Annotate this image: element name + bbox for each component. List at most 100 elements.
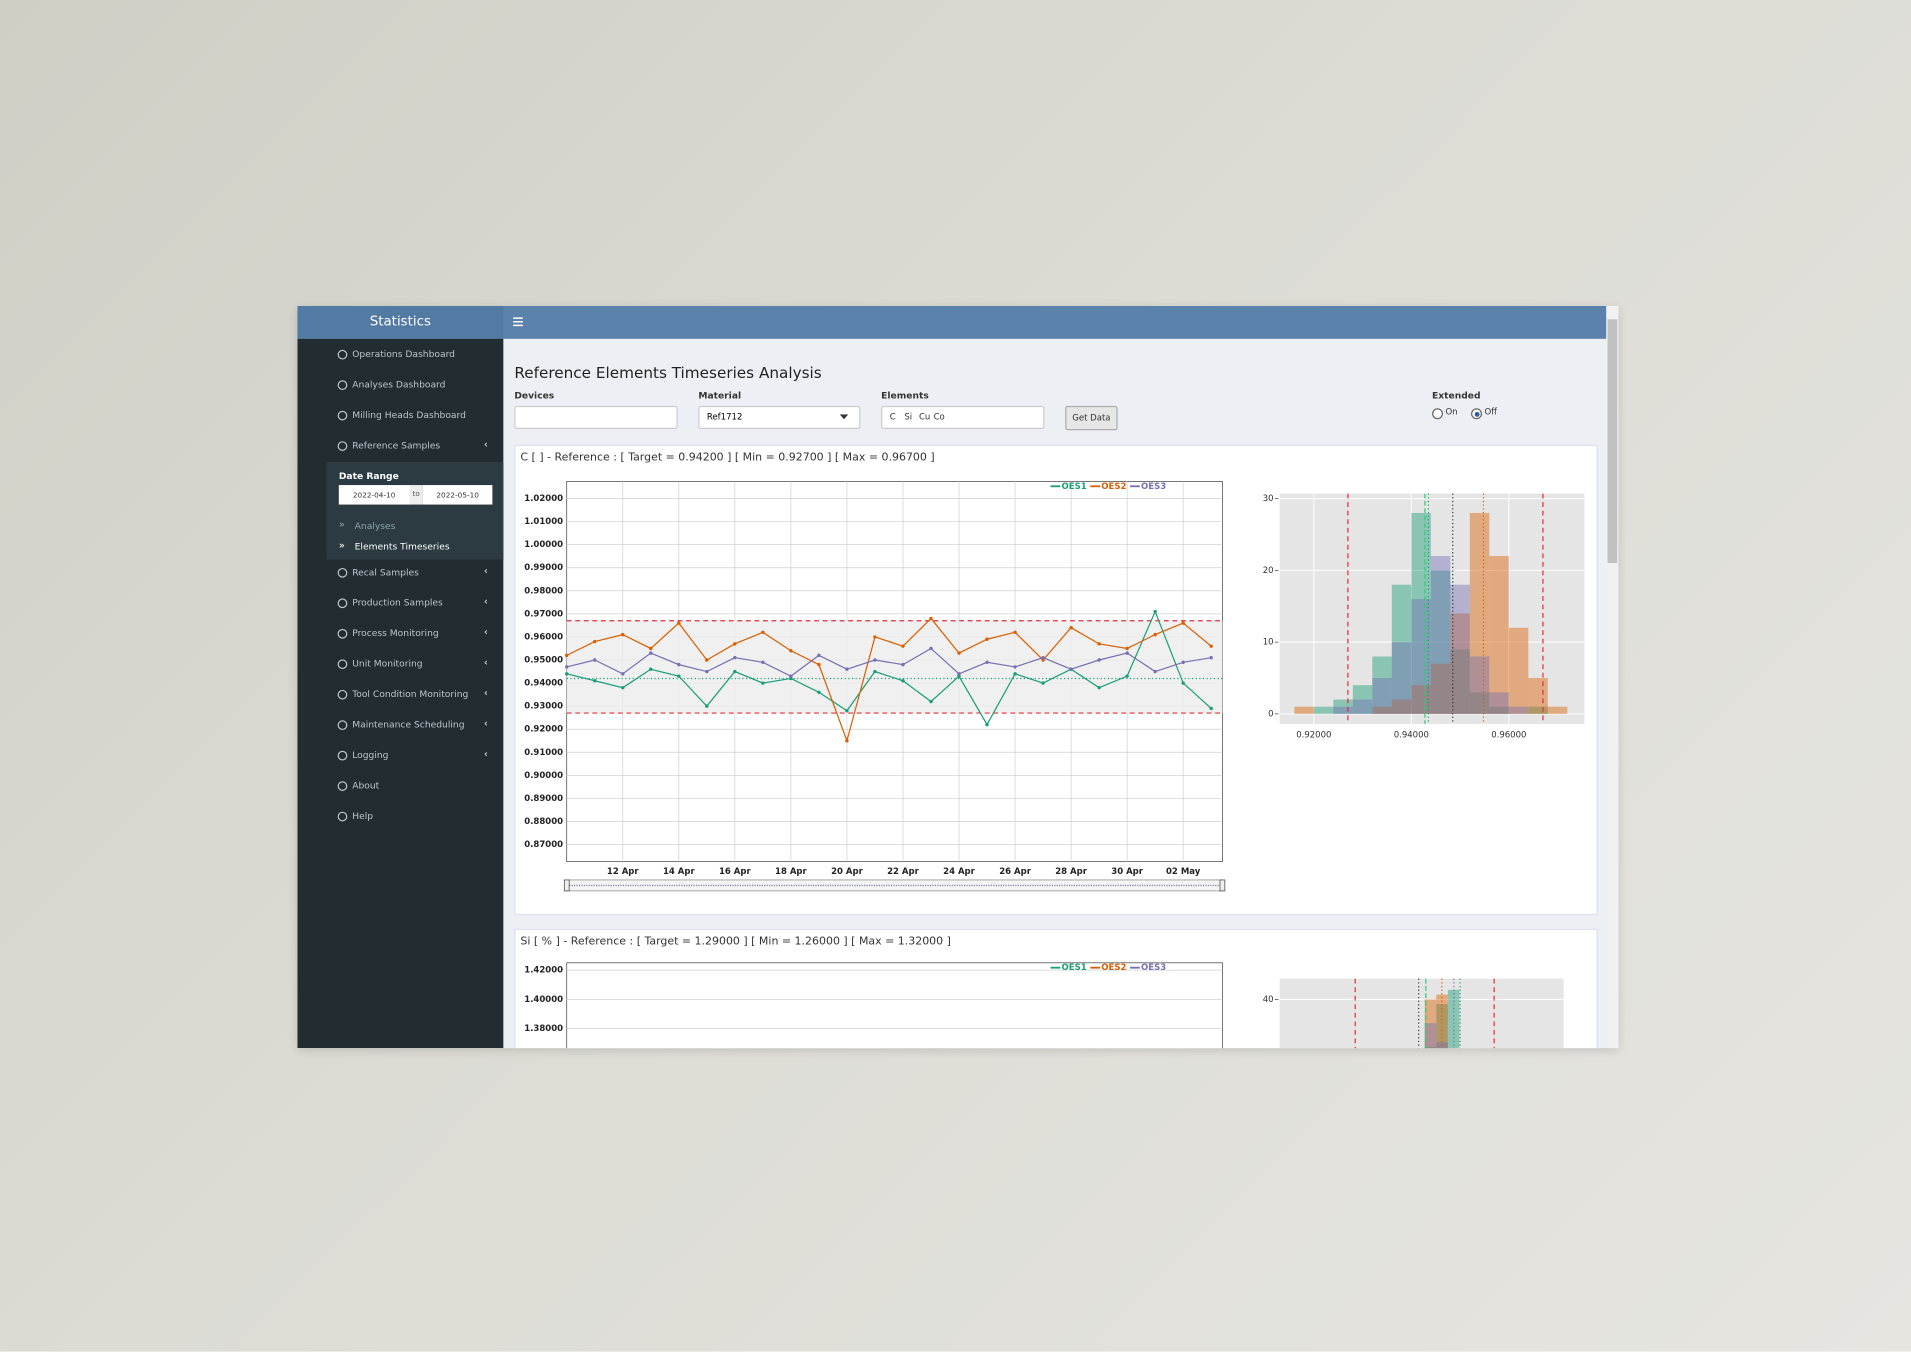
y-tick-label: 1.02000 <box>524 494 563 504</box>
sidebar <box>297 338 504 1049</box>
chevron: ‹ <box>483 656 488 668</box>
charts: 0.87000 0.88000 0.89000 0.90000 0.91000 0.920… <box>524 481 1585 1049</box>
y-tick-label: 0 <box>1268 709 1273 719</box>
plot-area <box>1279 978 1564 1049</box>
element-tag[interactable]: C <box>889 411 896 422</box>
hist-bar <box>1430 570 1451 714</box>
point <box>1125 651 1129 655</box>
hist-bar <box>1508 627 1529 714</box>
point <box>985 637 989 641</box>
menu-item[interactable]: Process Monitoring <box>352 627 439 639</box>
legend-label: OES3 <box>1141 482 1166 492</box>
field-label: Devices <box>514 390 555 401</box>
point <box>649 651 653 655</box>
y-tick-label: 0.92000 <box>524 725 563 735</box>
x-tick-label: 20 Apr <box>831 867 864 877</box>
y-tick-label: 1.42000 <box>524 966 563 976</box>
submenu-item[interactable]: Elements Timeseries <box>354 541 450 553</box>
menu-item[interactable]: Analyses Dashboard <box>352 379 446 390</box>
material-select[interactable]: Ref1712 <box>698 405 861 429</box>
slider-handle[interactable] <box>563 879 570 892</box>
menu-item[interactable]: Unit Monitoring <box>352 658 423 670</box>
menu-item[interactable]: Logging <box>352 749 389 761</box>
radio-dot <box>1474 411 1479 417</box>
hist-bar <box>1411 599 1431 714</box>
point <box>621 672 625 676</box>
get-data-button[interactable]: Get Data <box>1065 405 1118 431</box>
point <box>733 642 737 646</box>
hist-bar <box>1333 706 1353 714</box>
point <box>1069 667 1073 671</box>
y-tick-label: 0.98000 <box>524 586 563 596</box>
menu-item[interactable]: Maintenance Scheduling <box>352 719 465 731</box>
hist-bar <box>1450 649 1470 714</box>
x-tick-label: 0.96000 <box>1491 730 1526 740</box>
field-label: Elements <box>881 390 929 401</box>
y-tick-label: 30 <box>1263 494 1274 504</box>
point <box>593 679 597 683</box>
point <box>1209 644 1213 648</box>
element-tag[interactable]: Cu <box>918 411 931 422</box>
point <box>845 709 849 713</box>
page-title: Reference Elements Timeseries Analysis <box>514 363 822 382</box>
chart-title: C [ ] - Reference : [ Target = 0.94200 ]… <box>520 452 935 465</box>
elements-input[interactable]: C Si Cu Co <box>881 405 1045 429</box>
hist-bar <box>1372 656 1392 714</box>
x-tick-label: 16 Apr <box>719 867 752 877</box>
point <box>1153 669 1157 674</box>
date-input[interactable] <box>338 485 410 505</box>
y-tick-label: 0.93000 <box>524 702 563 712</box>
menu-icon <box>337 441 348 451</box>
menu-item[interactable]: Reference Samples <box>352 439 441 451</box>
hist-bar <box>1352 699 1373 714</box>
menu-item[interactable]: Recal Samples <box>352 566 419 578</box>
menu-icon <box>337 349 348 360</box>
slider-handle[interactable] <box>1219 879 1226 892</box>
menu-item[interactable]: Operations Dashboard <box>352 348 455 360</box>
scroll-thumb[interactable] <box>1607 319 1618 564</box>
hist-bar <box>1469 512 1490 714</box>
chevron: ‹ <box>483 748 488 760</box>
y-tick-label: 1.40000 <box>524 995 563 1005</box>
chevron: ‹ <box>483 717 488 729</box>
point <box>1097 658 1101 662</box>
element-tag[interactable]: Si <box>904 411 913 422</box>
date-input[interactable] <box>422 485 493 505</box>
hist-bar <box>1424 999 1437 1049</box>
y-tick-label: 0.88000 <box>524 817 563 827</box>
menu-icon <box>337 750 348 761</box>
menu-icon <box>337 628 348 639</box>
submenu <box>326 461 504 560</box>
radio[interactable] <box>1471 408 1482 420</box>
menu-icon <box>337 380 348 390</box>
submenu-arrow: » <box>338 539 345 551</box>
y-tick-label: 1.38000 <box>524 1024 563 1034</box>
point <box>565 672 569 676</box>
menu-toggle[interactable] <box>513 317 524 327</box>
legend-label: OES2 <box>1101 963 1126 973</box>
y-tick-label: 0.97000 <box>524 609 563 619</box>
app-title: Statistics <box>369 313 431 330</box>
point <box>817 662 821 667</box>
hist-bar <box>1450 613 1470 714</box>
x-tick-label: 18 Apr <box>775 867 808 877</box>
submenu-item[interactable]: Analyses <box>354 520 396 532</box>
menu-item[interactable]: Help <box>352 810 374 822</box>
hist-bar <box>1430 556 1451 714</box>
point <box>1041 655 1045 660</box>
point <box>1209 706 1213 711</box>
menu-item[interactable]: Milling Heads Dashboard <box>352 409 466 421</box>
hist-bar <box>1411 685 1431 714</box>
point <box>733 669 737 674</box>
app-inner: Statistics Reference Elements Timeseries… <box>297 305 1619 1049</box>
menu-item[interactable]: About <box>352 780 380 791</box>
x-tick-label: 30 Apr <box>1111 867 1144 877</box>
point <box>705 658 709 662</box>
element-tag[interactable]: Co <box>933 411 945 422</box>
devices-input[interactable] <box>514 405 678 429</box>
legend-label: OES1 <box>1062 963 1087 973</box>
menu-icon <box>337 781 348 791</box>
radio[interactable] <box>1432 408 1443 420</box>
menu-item[interactable]: Tool Condition Monitoring <box>352 688 469 700</box>
menu-item[interactable]: Production Samples <box>352 597 443 609</box>
